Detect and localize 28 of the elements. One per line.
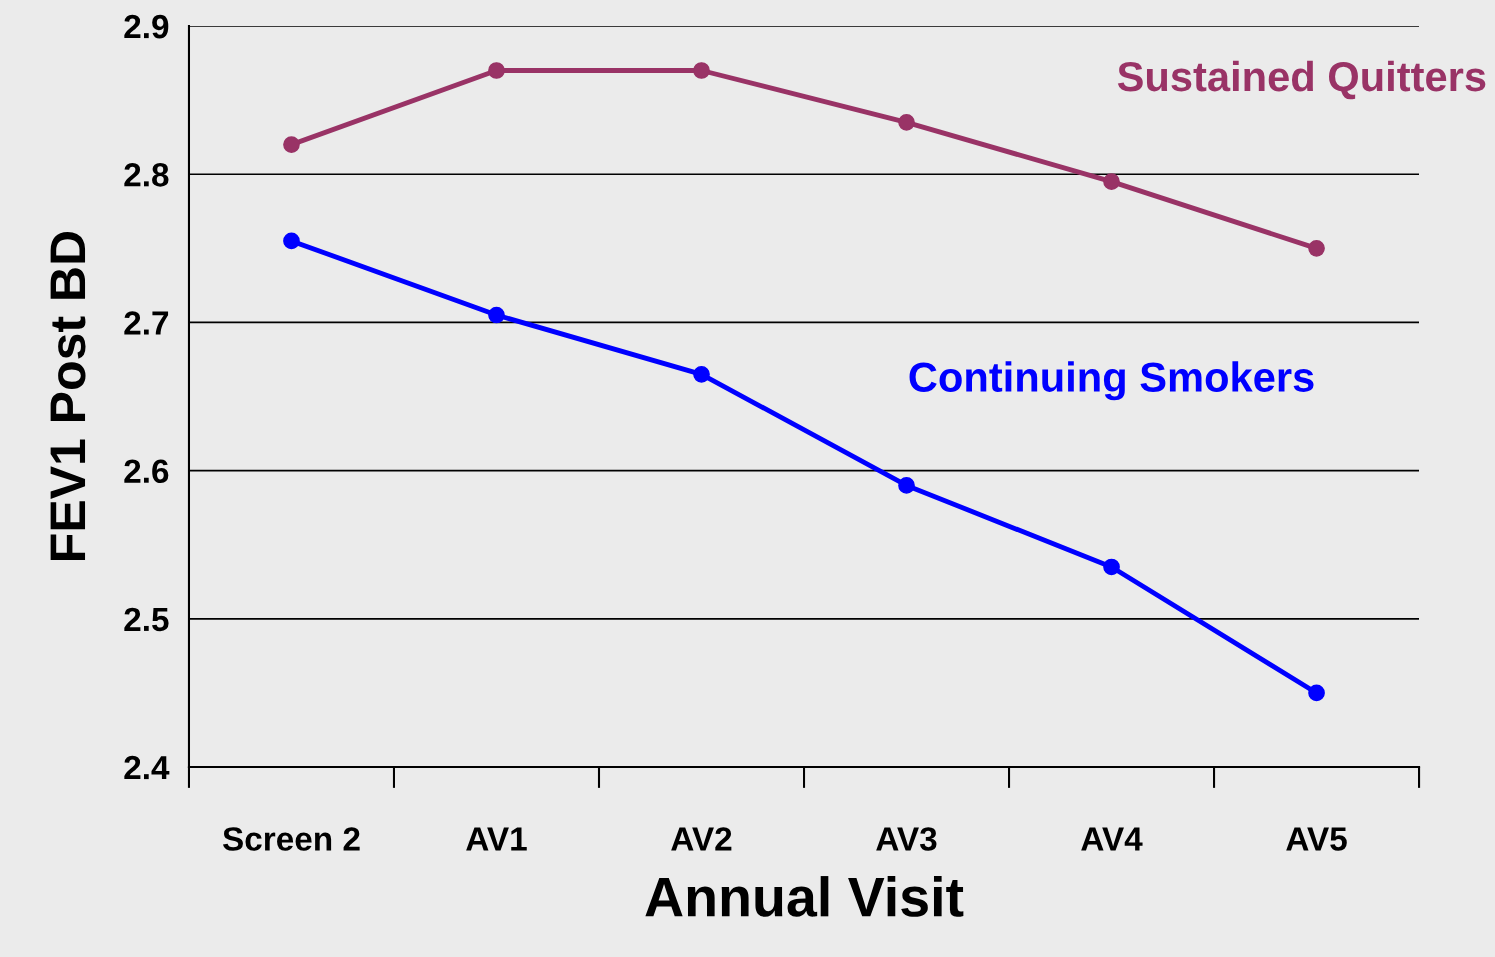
- series-label: Continuing Smokers: [909, 361, 1314, 401]
- point: [898, 477, 915, 494]
- point: [693, 365, 710, 383]
- point: [898, 114, 915, 131]
- point: [1103, 558, 1120, 576]
- point: [693, 62, 710, 79]
- point: [1308, 684, 1325, 702]
- y-tick-label: 2.9: [124, 14, 169, 39]
- point: [283, 136, 300, 153]
- x-tick-label: AV3: [876, 827, 937, 851]
- point: [283, 232, 300, 250]
- point: [488, 62, 505, 79]
- x-tick-label: Screen 2: [222, 827, 360, 851]
- x-axis-title: Annual Visit: [645, 876, 964, 917]
- x-tick-label: AV5: [1286, 827, 1347, 851]
- x-tick-label: AV4: [1081, 827, 1143, 851]
- y-tick-label: 2.4: [124, 755, 170, 780]
- x-tick-label: AV1: [466, 827, 527, 851]
- point: [1308, 239, 1325, 257]
- y-tick-label: 2.5: [124, 607, 169, 632]
- y-tick-label: 2.8: [124, 163, 169, 187]
- point: [488, 306, 505, 324]
- y-tick-label: 2.6: [124, 459, 169, 484]
- x-tick-label: AV2: [671, 827, 732, 851]
- y-axis-title: FEV1 Post BD: [50, 231, 86, 560]
- point: [1103, 173, 1120, 190]
- series-label: Sustained Quitters: [1117, 60, 1486, 100]
- y-tick-label: 2.7: [124, 311, 169, 335]
